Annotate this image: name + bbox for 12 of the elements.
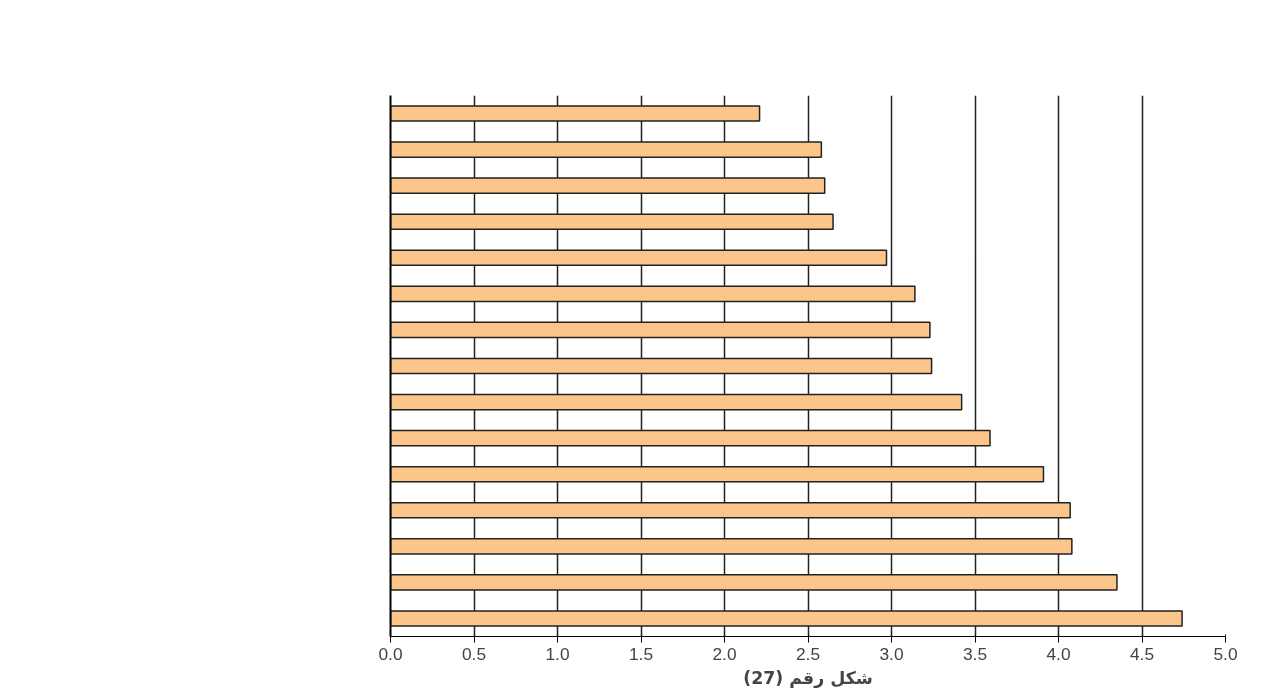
x-tick-label: 3.0	[879, 643, 904, 664]
x-tick-label: 2.5	[795, 643, 821, 664]
x-tick-label: 2.0	[712, 643, 737, 664]
x-tick-label: 5.0	[1213, 643, 1238, 664]
x-axis-title: شكل رقم (27)	[743, 667, 873, 688]
x-tick-label: 4.0	[1046, 643, 1071, 664]
x-tick-label: 0.5	[461, 643, 487, 664]
x-tick-label: 3.5	[962, 643, 988, 664]
x-tick-label: 0.0	[378, 643, 403, 664]
x-tick-label: 4.5	[1129, 643, 1155, 664]
x-tick-label: 1.0	[545, 643, 570, 664]
x-tick-label: 1.5	[628, 643, 654, 664]
